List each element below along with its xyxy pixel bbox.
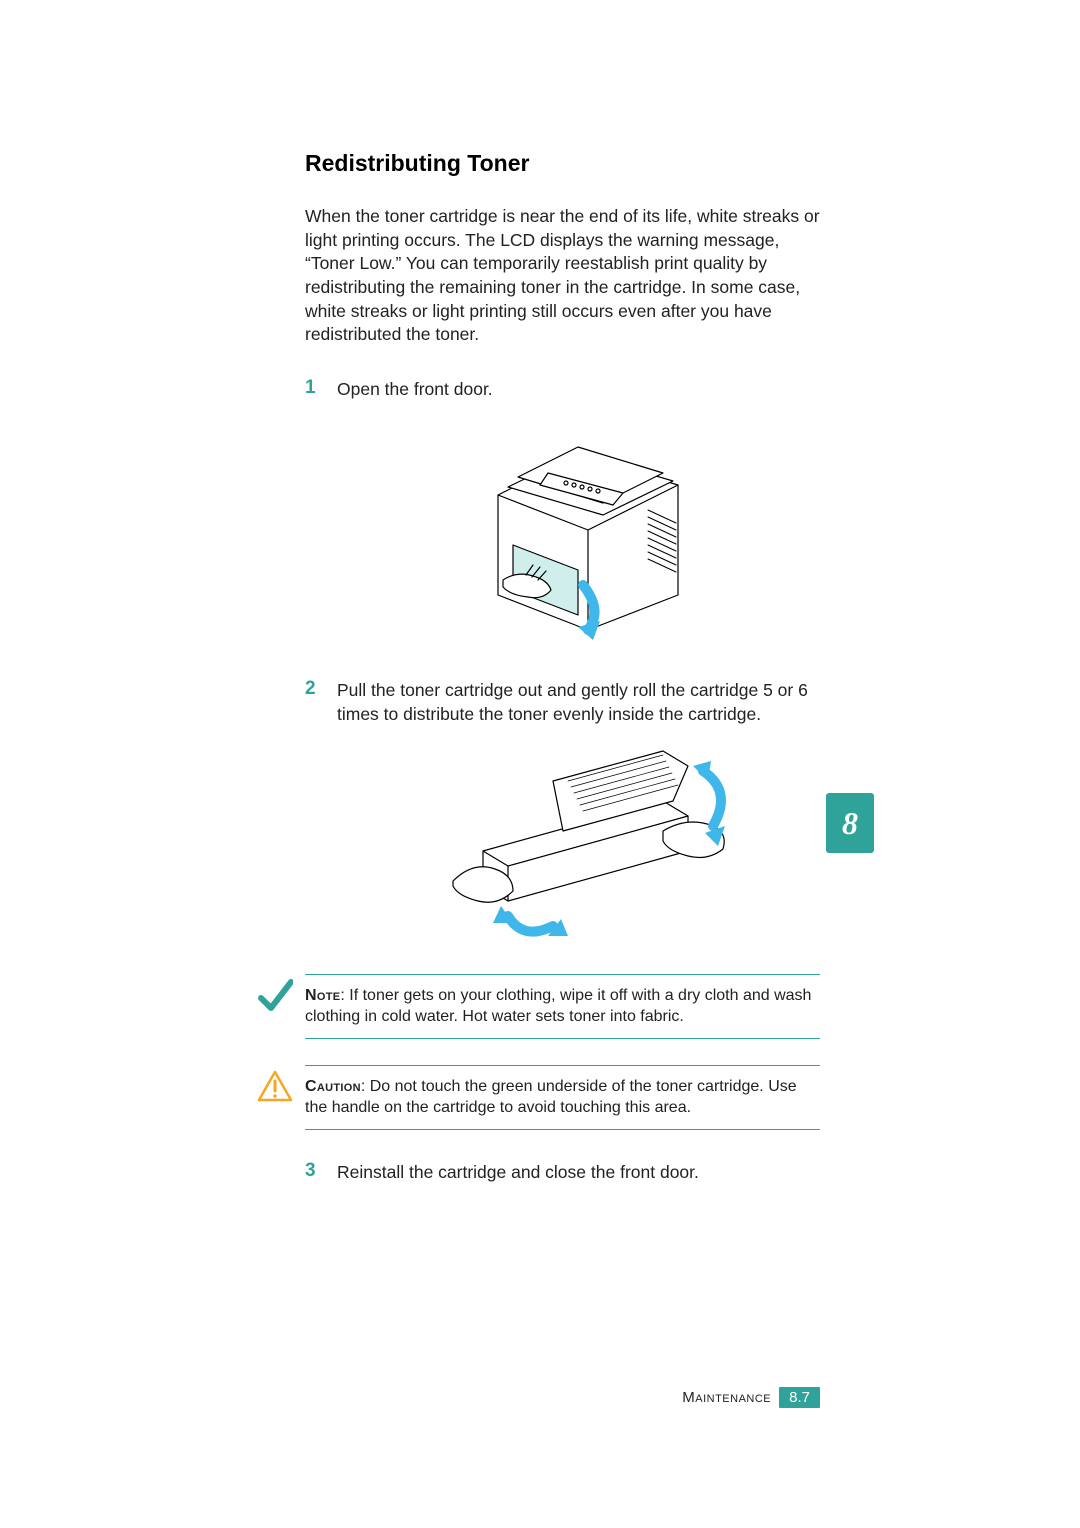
chapter-tab: 8 [826, 793, 874, 853]
step-number: 3 [305, 1160, 333, 1183]
figure-roll-cartridge [335, 741, 820, 946]
figure-open-door [335, 415, 820, 650]
step-number: 2 [305, 678, 333, 701]
rule [305, 974, 820, 975]
intro-paragraph: When the toner cartridge is near the end… [305, 205, 820, 347]
step-1: 1 Open the front door. [305, 377, 820, 402]
manual-page: Redistributing Toner When the toner cart… [0, 0, 1080, 1528]
note-label: Note [305, 987, 340, 1004]
caution-callout: Caution: Do not touch the green undersid… [305, 1065, 820, 1130]
rule [305, 1129, 820, 1130]
note-callout: Note: If toner gets on your clothing, wi… [305, 974, 820, 1039]
step-text: Open the front door. [337, 377, 493, 402]
note-text: Note: If toner gets on your clothing, wi… [305, 985, 820, 1028]
step-text: Reinstall the cartridge and close the fr… [337, 1160, 699, 1185]
printer-open-door-illustration [448, 415, 708, 645]
checkmark-icon [257, 978, 293, 1014]
rule [305, 1038, 820, 1039]
footer-section: Maintenance [682, 1389, 771, 1406]
section-heading: Redistributing Toner [305, 150, 820, 177]
chapter-number: 8 [842, 805, 858, 842]
caution-body: : Do not touch the green underside of th… [305, 1078, 797, 1117]
page-footer: Maintenance 8.7 [682, 1387, 820, 1408]
step-3: 3 Reinstall the cartridge and close the … [305, 1160, 820, 1185]
note-body: : If toner gets on your clothing, wipe i… [305, 987, 811, 1026]
rule [305, 1065, 820, 1066]
caution-label: Caution [305, 1078, 361, 1095]
cartridge-roll-illustration [413, 741, 743, 941]
caution-text: Caution: Do not touch the green undersid… [305, 1076, 820, 1119]
caution-icon [257, 1069, 293, 1105]
step-number: 1 [305, 377, 333, 400]
step-text: Pull the toner cartridge out and gently … [337, 678, 820, 726]
footer-page: 8.7 [779, 1387, 820, 1408]
step-2: 2 Pull the toner cartridge out and gentl… [305, 678, 820, 726]
